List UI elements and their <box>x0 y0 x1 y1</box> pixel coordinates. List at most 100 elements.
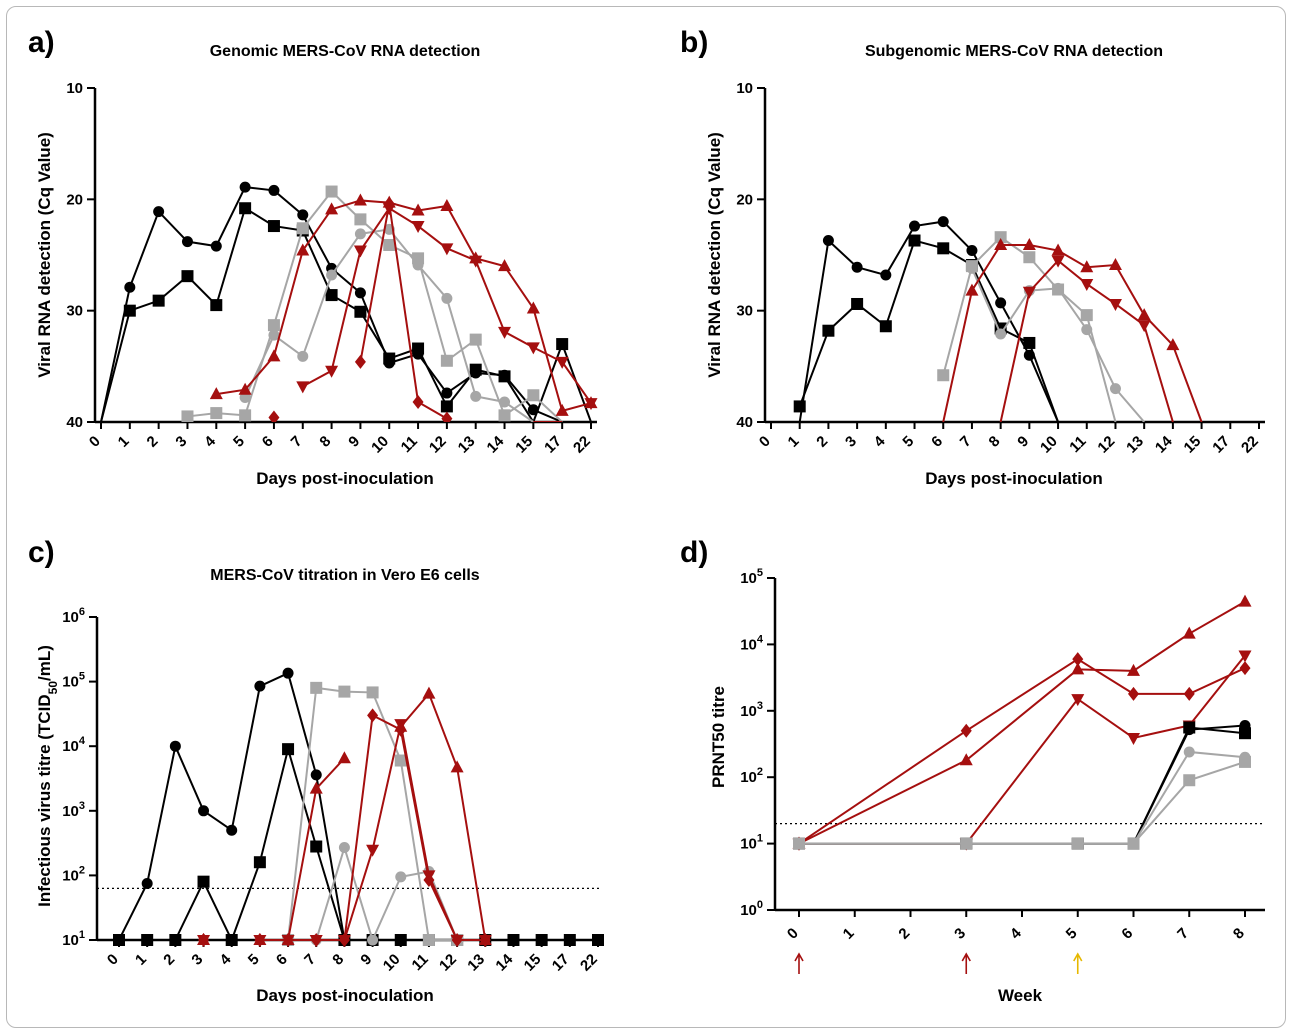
data-point <box>268 319 280 331</box>
panel-c-label: c) <box>28 536 55 569</box>
data-point <box>507 934 519 946</box>
data-point <box>384 197 395 211</box>
data-point <box>124 305 136 317</box>
data-point <box>124 282 135 293</box>
panel-d-plot: 100 101 102 103 104 105 0 1 2 3 4 5 6 7 8 <box>740 567 1265 974</box>
data-point <box>499 370 511 382</box>
series-line-5 <box>303 208 591 403</box>
y-tick-label: 30 <box>736 303 753 320</box>
x-tick-label: 1 <box>840 925 858 943</box>
x-tick-label: 17 <box>1209 433 1233 457</box>
x-tick-label: 6 <box>928 433 946 451</box>
data-point <box>1109 258 1122 270</box>
data-point <box>268 220 280 232</box>
x-tick-label: 9 <box>357 951 375 969</box>
x-tick-label: 3 <box>172 433 190 451</box>
x-tick-label: 7 <box>1174 925 1192 943</box>
data-point <box>240 182 251 193</box>
x-tick-label: 17 <box>541 433 565 457</box>
data-point <box>412 221 425 233</box>
y-tick-label: 106 <box>62 606 85 626</box>
data-point <box>282 743 294 755</box>
series-line-3 <box>799 726 1245 844</box>
x-tick-label: 7 <box>957 433 975 451</box>
x-tick-label: 14 <box>492 950 516 974</box>
data-point <box>966 245 977 256</box>
y-tick-label: 104 <box>62 735 86 755</box>
data-point <box>960 753 973 765</box>
y-tick-label: 40 <box>736 414 753 431</box>
data-point <box>536 934 548 946</box>
x-tick-label: 5 <box>245 951 263 969</box>
x-tick-label: 4 <box>871 432 889 450</box>
x-tick-label: 5 <box>230 433 248 451</box>
data-point <box>413 395 424 409</box>
data-point <box>211 241 222 252</box>
y-tick-label: 101 <box>740 833 763 853</box>
data-point <box>422 687 435 699</box>
data-point <box>311 769 322 780</box>
data-point <box>1081 309 1093 321</box>
data-point <box>880 320 892 332</box>
data-point <box>339 842 350 853</box>
data-point <box>470 334 482 346</box>
data-point <box>451 760 464 772</box>
data-point <box>880 270 891 281</box>
x-tick-label: 8 <box>986 433 1004 451</box>
x-tick-label: 7 <box>288 433 306 451</box>
data-point <box>498 327 511 339</box>
panel-c-title: MERS-CoV titration in Vero E6 cells <box>210 567 479 584</box>
data-point <box>254 856 266 868</box>
data-point <box>297 209 308 220</box>
data-point <box>441 400 453 412</box>
data-point <box>366 845 379 857</box>
x-tick-label: 6 <box>1118 925 1136 943</box>
data-point <box>296 381 309 393</box>
data-point <box>1127 733 1140 745</box>
data-point <box>153 206 164 217</box>
panel-b-plot: 102030400 1 2 3 4 5 6 7 8 9 10 11 12 13 14 15 17 22 <box>736 80 1265 457</box>
data-point <box>395 871 406 882</box>
x-tick-label: 7 <box>301 951 319 969</box>
series-group <box>794 216 1202 422</box>
y-tick-label: 102 <box>740 766 763 786</box>
data-point <box>527 389 539 401</box>
data-point <box>367 935 378 946</box>
x-tick-label: 2 <box>144 433 162 451</box>
data-point <box>852 262 863 273</box>
x-tick-label: 13 <box>464 951 488 975</box>
data-point <box>226 825 237 836</box>
data-point <box>182 236 193 247</box>
x-tick-label: 1 <box>785 433 803 451</box>
x-tick-label: 10 <box>368 433 392 457</box>
y-tick-label: 105 <box>740 567 763 587</box>
x-tick-label: 5 <box>899 433 917 451</box>
data-point <box>851 298 863 310</box>
y-tick-label: 20 <box>736 191 753 208</box>
data-point <box>354 306 366 318</box>
data-point <box>1110 383 1121 394</box>
x-tick-label: 13 <box>1123 433 1147 457</box>
data-point <box>1183 774 1195 786</box>
data-point <box>937 369 949 381</box>
x-tick-label: 8 <box>316 433 334 451</box>
x-tick-label: 22 <box>1238 433 1262 457</box>
x-tick-label: 2 <box>813 433 831 451</box>
x-tick-label: 9 <box>345 433 363 451</box>
panel-a-label: a) <box>28 26 55 59</box>
series-line-4 <box>260 758 345 940</box>
series-line-1 <box>119 749 598 940</box>
figure: a) Genomic MERS-CoV RNA detection Viral … <box>0 0 1292 1003</box>
data-point <box>1072 838 1084 850</box>
data-point <box>338 686 350 698</box>
x-tick-label: 10 <box>1037 433 1061 457</box>
x-tick-label: 6 <box>259 433 277 451</box>
panel-d-xlabel: Week <box>998 986 1043 1003</box>
data-point <box>326 270 337 281</box>
data-point <box>961 724 972 738</box>
data-point <box>564 934 576 946</box>
data-point <box>367 708 378 722</box>
data-point <box>1052 284 1064 296</box>
data-point <box>383 239 395 251</box>
